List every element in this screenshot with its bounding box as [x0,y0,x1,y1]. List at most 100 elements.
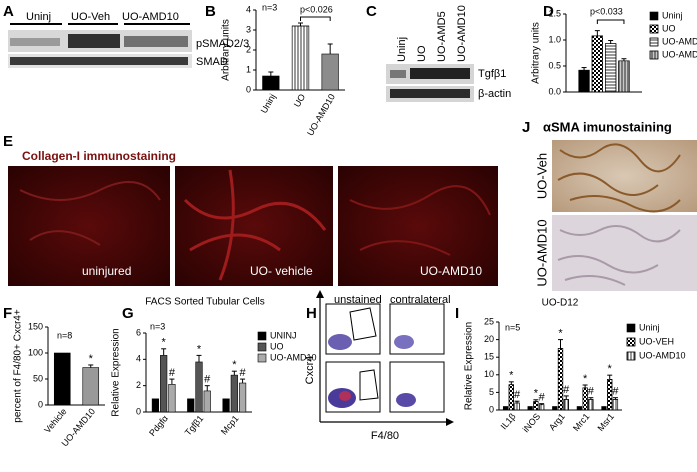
y-tick-label: 4 [246,4,251,14]
significance: # [240,367,247,379]
legend-label: UO-AMD10 [662,49,697,59]
panel-letter: D [543,3,554,20]
bar [230,374,238,413]
band-label: Tgfβ1 [478,68,506,80]
bar [238,382,247,413]
x-tick-label: Mcp1 [219,413,241,436]
y-tick-label: 0 [489,404,494,414]
y-tick-label: 3 [246,24,251,34]
legend-label: Uninj [639,322,660,332]
x-tick-label: Mrc1 [571,411,592,433]
y-axis-label: Relative Expression [464,322,475,410]
y-tick-label: 15 [484,352,494,362]
plot-label: unstained [334,294,382,306]
legend-swatch-hatch [649,37,659,47]
bar [552,406,558,411]
bar [262,75,280,91]
annotation: p<0.026 [300,4,333,14]
lane-label: Uninj [396,37,408,62]
y-tick-label: 10 [484,369,494,379]
legend-label: UO-AMD10 [270,352,317,362]
x-tick-label: IL1β [499,411,518,431]
bar [601,406,607,411]
significance: # [539,392,546,404]
legend-label: UO-VEH [639,336,674,346]
group-label: UO-AMD10 [122,11,179,23]
y-tick-label: 150 [28,321,43,331]
bar-hatch [591,35,603,93]
legend-swatch [257,342,267,352]
significance: * [232,359,237,371]
y-tick-label: 25 [484,316,494,326]
significance: * [509,370,514,382]
significance: * [534,388,539,400]
x-tick-label: Pdgfα [147,413,170,438]
image-label: uninjured [82,264,131,278]
chart-title: UO-D12 [542,298,579,309]
annotation: p<0.033 [590,6,623,16]
bar-hatch [582,387,588,411]
panel-letter: B [205,3,216,20]
significance: * [162,337,167,349]
bar-hatch [514,402,520,411]
significance: # [588,386,595,398]
bar-hatch [563,399,569,411]
legend-swatch [257,353,267,363]
y-axis-label: Arbitrary units [531,22,542,84]
bar [222,398,230,413]
legend-swatch [649,11,659,21]
significance: # [612,386,619,398]
significance: * [197,343,202,355]
y-axis-label: Relative Expression [111,328,122,416]
y-tick-label: 100 [28,347,43,357]
band-label: SMAD [196,56,228,68]
bar-hatch [612,399,619,411]
bar-hatch [588,399,594,411]
micrographs-e [8,166,498,286]
x-tick-label: Uninj [259,92,278,115]
plot-label: contralateral [390,294,451,306]
legend-swatch [257,331,267,341]
y-tick-label: 0.5 [548,60,561,70]
bar-hatch [291,25,310,91]
bracket [596,19,625,24]
image-label: UO-Veh [534,153,549,199]
axis-label: Cxcr4 [304,356,316,385]
annotation: n=3 [150,321,165,331]
bar [195,361,203,413]
y-tick-label: 1.0 [548,34,561,44]
annotation: n=5 [505,322,520,332]
panel-letter: A [3,3,14,20]
significance: * [89,353,94,365]
y-tick-label: 20 [484,334,494,344]
annotation: n=3 [262,2,277,12]
bar [151,398,160,413]
significance: * [608,363,613,375]
legend-label: UO [662,23,676,33]
y-tick-label: 4 [136,354,141,364]
y-tick-label: 0 [38,399,43,409]
band-label: pSMAD2/3 [196,38,249,50]
x-tick-label: iNOS [521,411,542,434]
panel-letter: I [455,305,459,322]
blot-c [386,64,474,102]
bar [578,69,590,93]
x-tick-label: Vehicle [42,406,68,435]
image-label: UO-AMD10 [534,219,549,286]
bar [321,53,339,91]
bar [502,406,509,411]
group-label: Uninj [26,11,51,23]
legend-label: UNINJ [270,330,297,340]
y-tick-label: 0 [136,406,141,416]
bar [168,384,176,413]
bar [82,367,100,406]
lane-label: UO [416,45,428,62]
significance: # [514,389,521,401]
significance: * [583,373,588,385]
legend-swatch-hatch [626,351,636,361]
panel-letter: E [3,133,13,150]
panel-letter: H [306,305,317,322]
bar [576,406,582,411]
legend-label: UO [270,341,284,351]
